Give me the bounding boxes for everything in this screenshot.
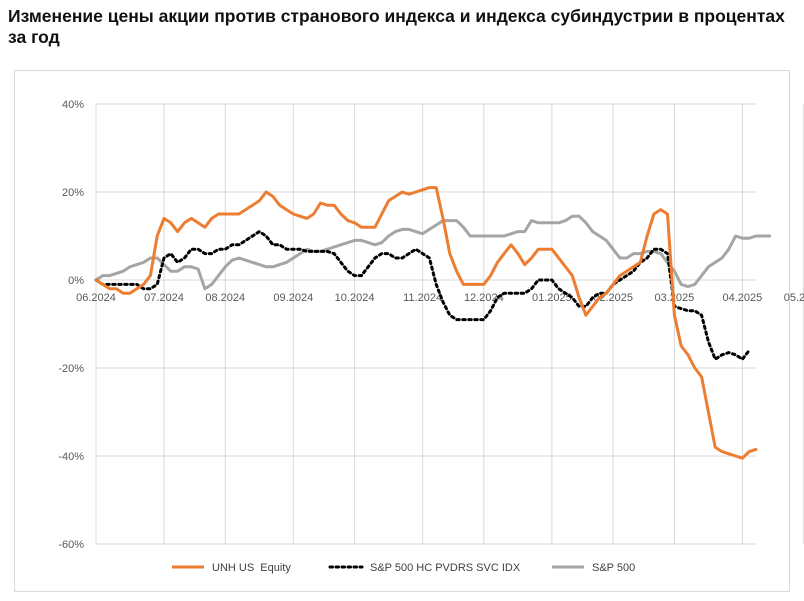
x-tick-label: 07.2024 xyxy=(144,292,184,304)
x-tick-label: 05.2025 xyxy=(784,292,804,304)
y-tick-label: -40% xyxy=(58,451,84,463)
x-tick-label: 08.2024 xyxy=(205,292,245,304)
y-tick-label: -60% xyxy=(58,539,84,551)
legend-label: S&P 500 xyxy=(592,562,635,574)
y-tick-label: 20% xyxy=(62,187,84,199)
y-tick-label: 40% xyxy=(62,99,84,111)
x-tick-label: 01.2025 xyxy=(532,292,572,304)
chart-area xyxy=(14,70,790,592)
data-series xyxy=(94,186,772,460)
legend: UNH US Equity S&P 500 HC PVDRS SVC IDX S&P… xyxy=(172,562,635,574)
y-tick-label: 0% xyxy=(68,275,84,287)
x-tick-label: 04.2025 xyxy=(723,292,763,304)
x-tick-label: 10.2024 xyxy=(335,292,375,304)
x-tick-label: 11.2024 xyxy=(403,292,442,304)
series-line-unh xyxy=(94,186,758,460)
y-axis-tick-labels: 40% 20% 0% -20% -40% -60% xyxy=(58,99,84,551)
x-tick-label: 09.2024 xyxy=(273,292,313,304)
y-tick-label: -20% xyxy=(58,363,84,375)
legend-label: UNH US Equity xyxy=(212,562,291,574)
gridlines xyxy=(95,103,804,545)
x-tick-label: 06.2024 xyxy=(76,292,116,304)
series-line-sp500 xyxy=(94,214,772,291)
x-tick-label: 12.2024 xyxy=(464,292,504,304)
chart-title: Изменение цены акции против странового и… xyxy=(8,6,785,47)
series-line-hc-index xyxy=(94,230,751,361)
legend-label: S&P 500 HC PVDRS SVC IDX xyxy=(370,562,521,574)
